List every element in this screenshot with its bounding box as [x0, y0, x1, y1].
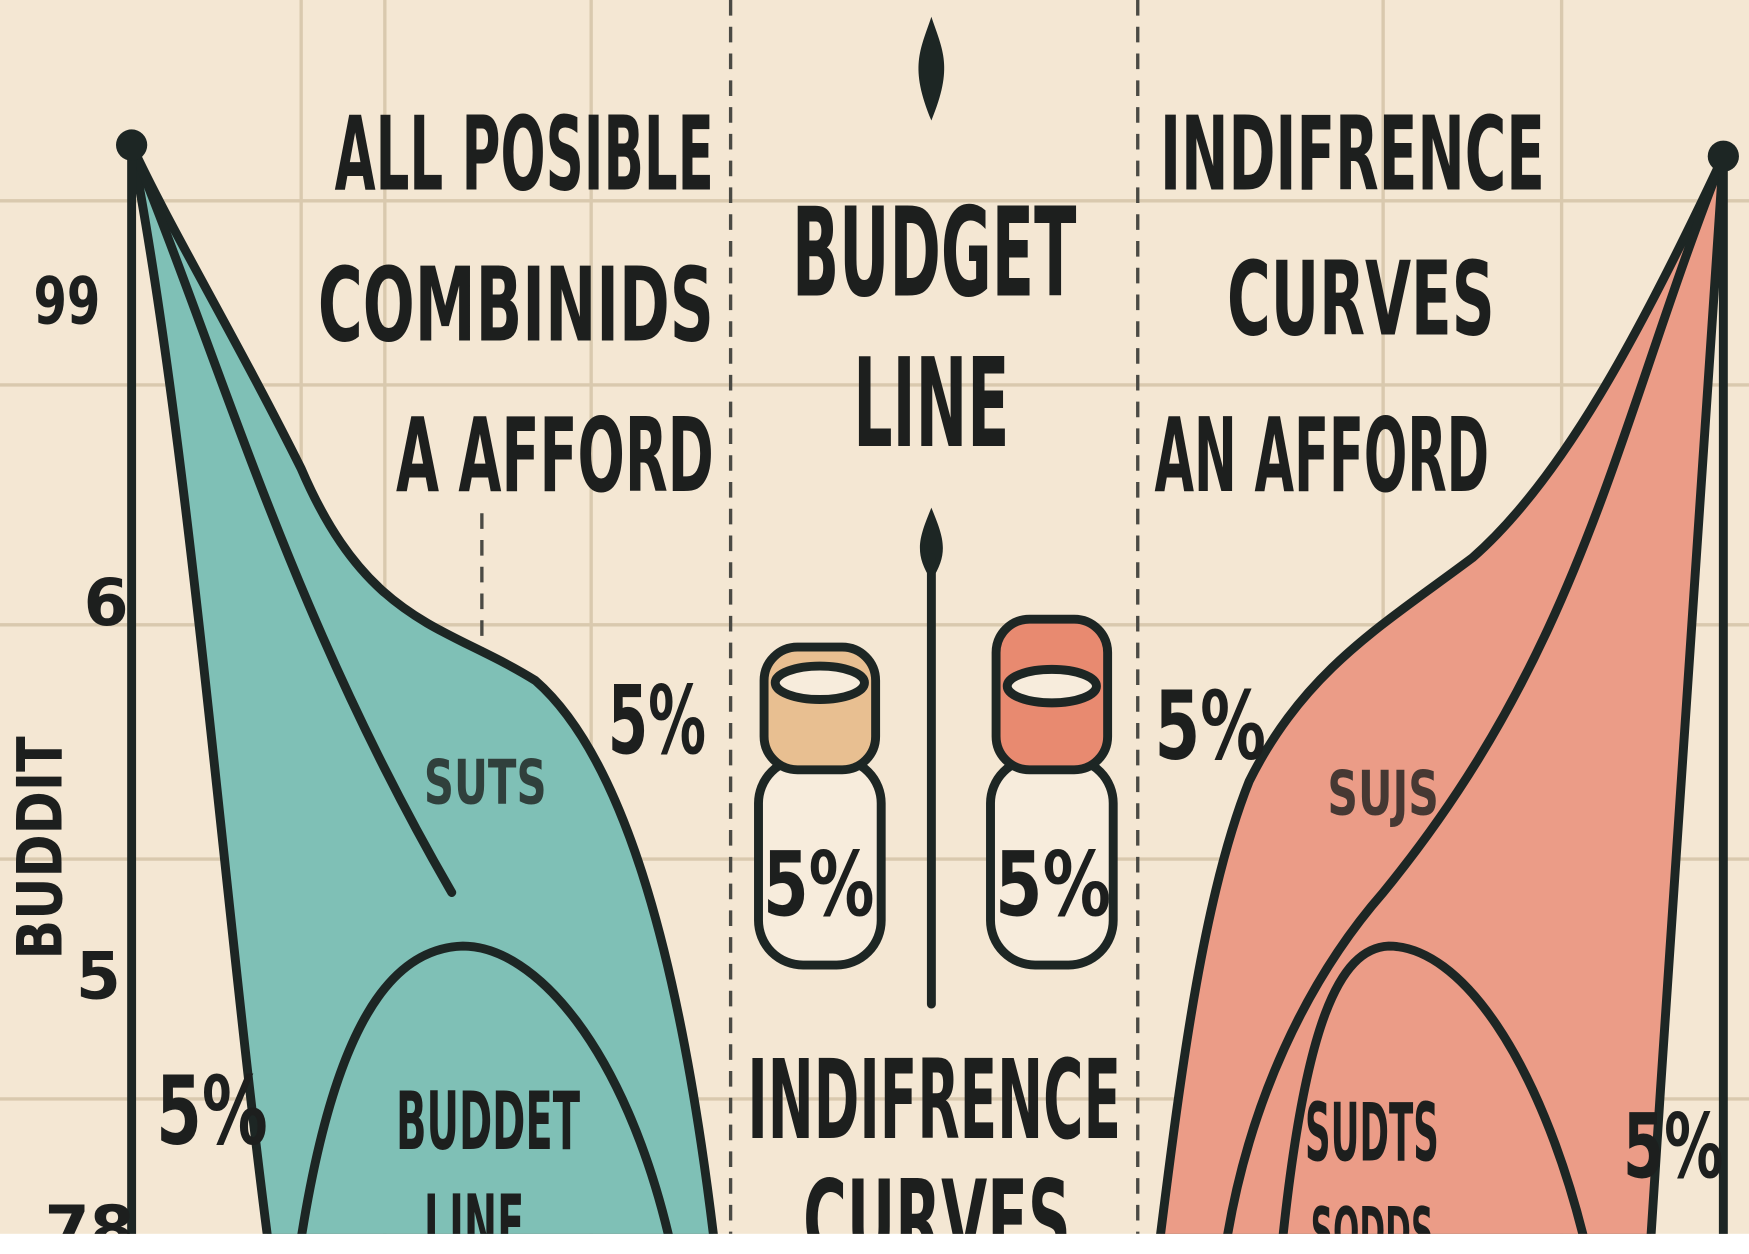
axis-tick-label: 6: [84, 566, 129, 641]
area-label: BUDDET: [396, 1074, 580, 1168]
heading-line: A AFFORD: [396, 397, 714, 516]
percent-label: 5%: [1623, 1095, 1723, 1199]
jar-label: 5%: [995, 833, 1111, 937]
percent-label: 5%: [1154, 672, 1266, 782]
scene: ALL POSIBLE COMBINIDS A AFFORD BUDGET LI…: [0, 0, 1749, 1254]
axis-title: BUDDIT: [3, 736, 76, 959]
area-label: SUDTS: [1305, 1085, 1439, 1179]
apex: [1708, 141, 1739, 172]
heading-line: BUDGET: [792, 182, 1077, 325]
illustration: ALL POSIBLE COMBINIDS A AFFORD BUDGET LI…: [0, 0, 1749, 1254]
percent-label: 5%: [156, 1057, 268, 1167]
footer-line: INDIFRENCE: [747, 1037, 1121, 1164]
apex: [116, 129, 147, 160]
area-label: SUJS: [1327, 758, 1439, 829]
axis-tick-label: 5: [76, 940, 121, 1015]
percent-label: 5%: [608, 666, 706, 776]
jar-rim: [1007, 669, 1096, 702]
heading-line: COMBINIDS: [318, 246, 714, 365]
heading-line: INDIFRENCE: [1160, 96, 1545, 215]
axis-tick-label: 99: [33, 265, 100, 340]
heading-line: LINE: [853, 332, 1009, 475]
heading-line: CURVES: [1227, 241, 1495, 360]
area-label: SUTS: [424, 747, 547, 818]
jar-rim: [775, 666, 864, 699]
jar-label: 5%: [763, 833, 875, 937]
heading-line: ALL POSIBLE: [335, 96, 714, 215]
heading-line: AN AFFORD: [1154, 397, 1489, 516]
